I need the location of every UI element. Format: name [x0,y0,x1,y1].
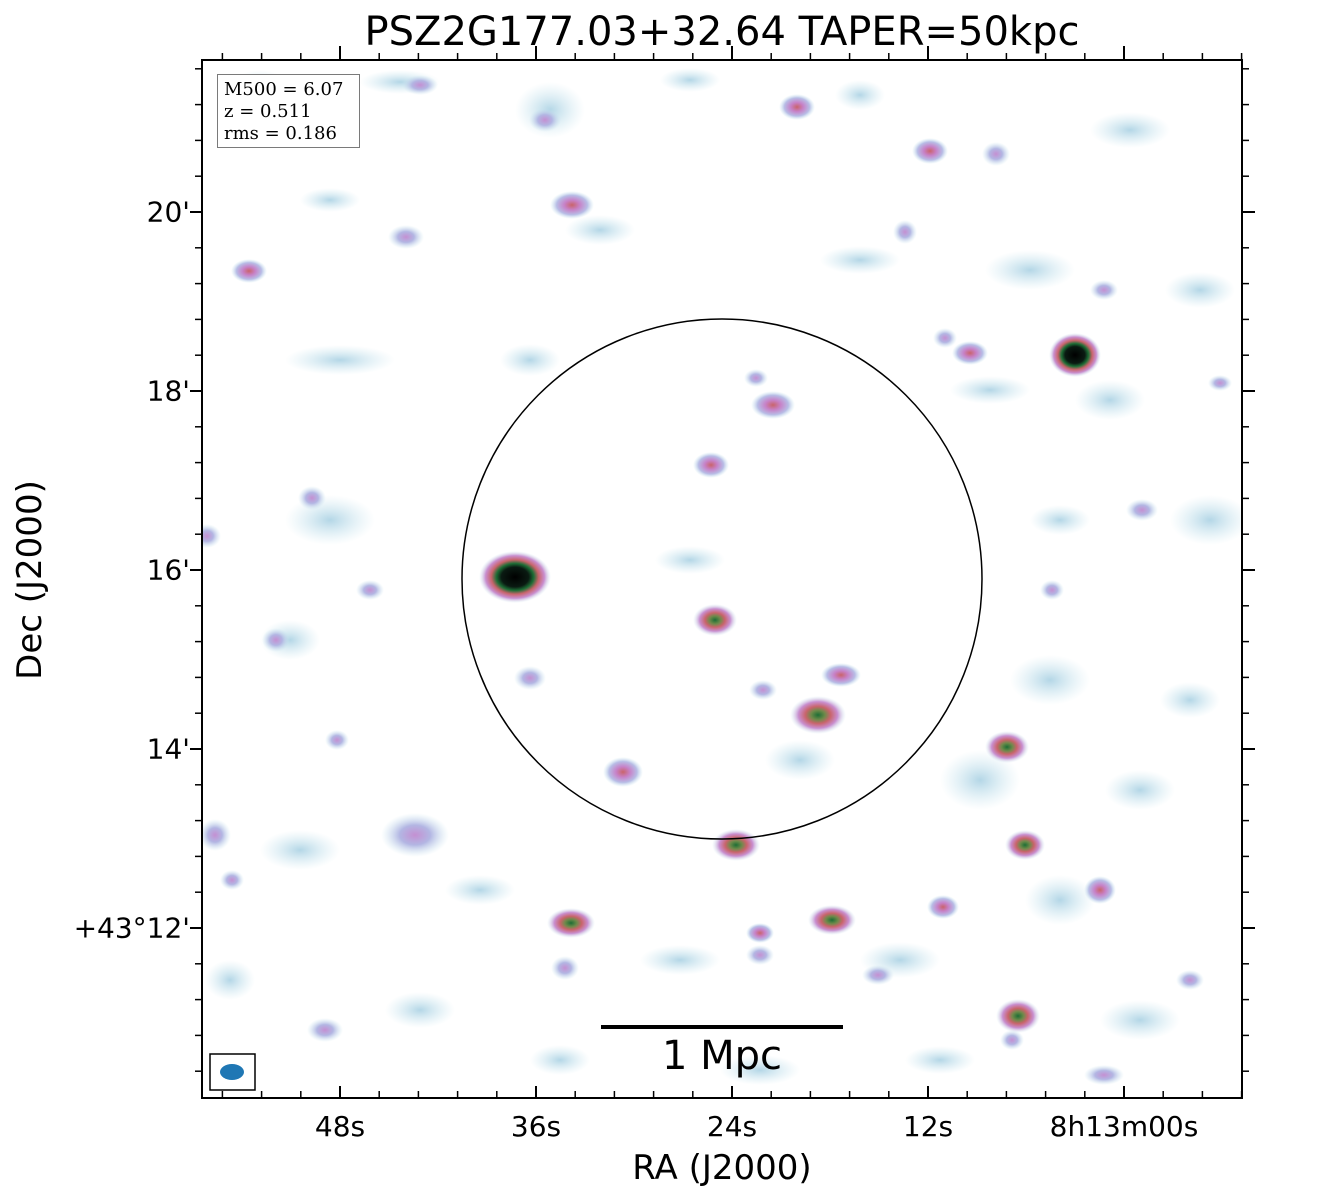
beam-ellipse-icon [220,1064,244,1080]
medium-sources [231,94,1116,943]
x-axis-label: RA (J2000) [632,1148,812,1188]
ytick-label: 18' [146,374,190,408]
plot-area [202,60,1242,1098]
weak-sources [202,75,1232,1085]
xtick-label: 8h13m00s [1049,1110,1199,1143]
bright-sources [479,333,1101,603]
r500-circle [461,318,983,840]
ytick-label: 16' [146,553,190,587]
xtick-label: 12s [902,1110,954,1143]
redshift-text: z = 0.511 [224,101,312,122]
ytick-label: 20' [146,195,190,229]
m500-text: M500 = 6.07 [224,79,344,100]
strong-sources [547,604,1045,1033]
ytick-label: 14' [146,732,190,766]
rms-text: rms = 0.186 [224,123,337,144]
ytick-label: +43°12' [73,911,190,945]
scalebar-label: 1 Mpc [661,1033,783,1079]
minor-ticks [195,53,1249,1098]
plot-frame [201,59,1243,1099]
xtick-label: 24s [706,1110,758,1143]
info-box: M500 = 6.07 z = 0.511 rms = 0.186 [217,74,360,148]
y-axis-label: Dec (J2000) [10,480,50,680]
xtick-label: 48s [314,1110,366,1143]
xtick-label: 36s [510,1110,562,1143]
figure-title: PSZ2G177.03+32.64 TAPER=50kpc [364,9,1080,55]
